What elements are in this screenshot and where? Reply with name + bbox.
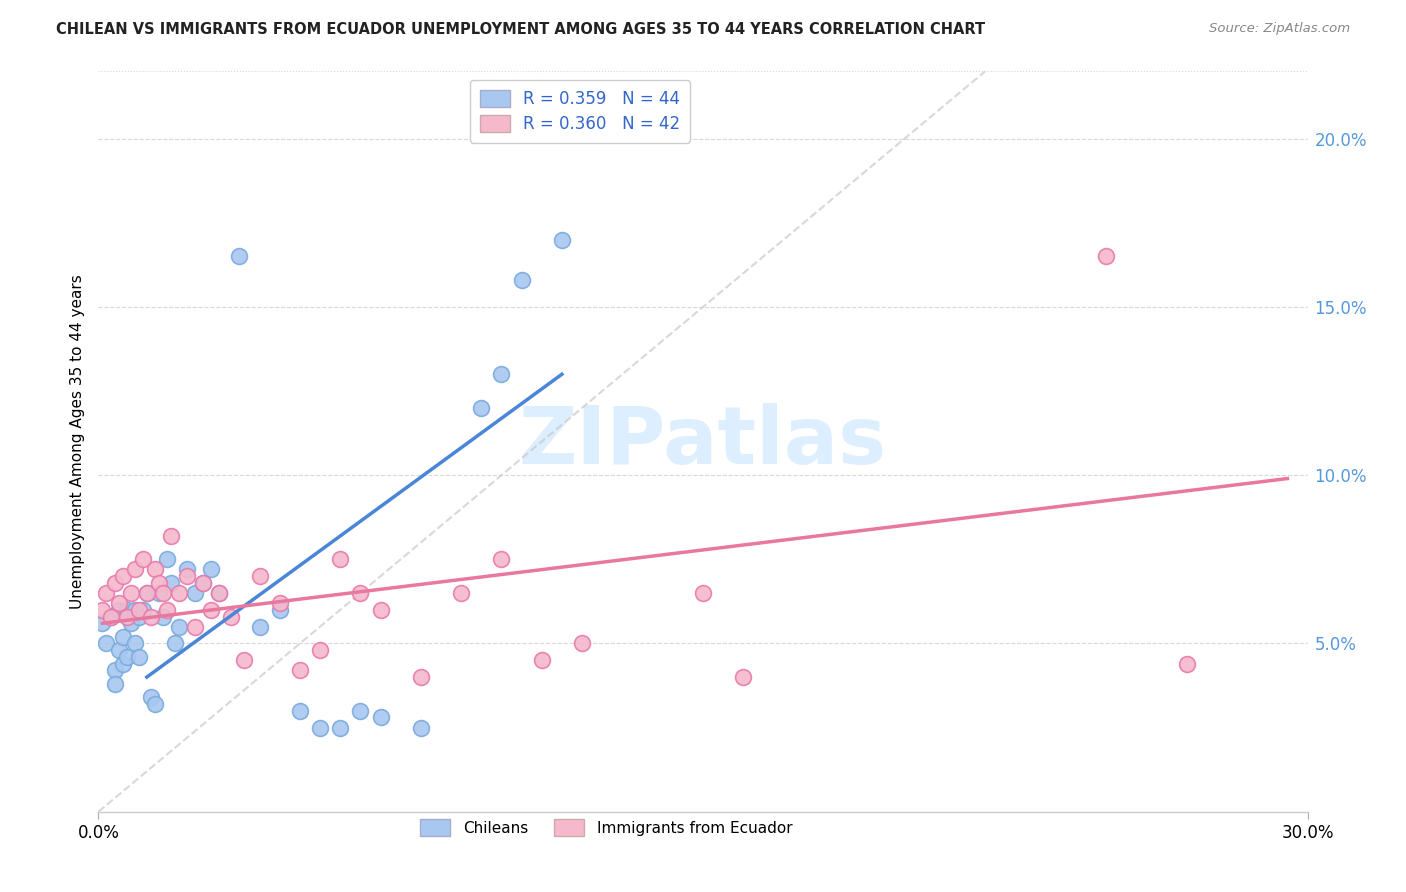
Point — [184, 586, 207, 600]
Point — [232, 653, 254, 667]
Point — [132, 552, 155, 566]
Point — [692, 586, 714, 600]
Point — [309, 643, 332, 657]
Point — [349, 586, 371, 600]
Point — [193, 575, 215, 590]
Point — [221, 609, 243, 624]
Point — [111, 569, 134, 583]
Point — [148, 586, 170, 600]
Point — [128, 609, 150, 624]
Point — [160, 529, 183, 543]
Point — [208, 586, 231, 600]
Point — [111, 630, 134, 644]
Point — [370, 603, 392, 617]
Point — [349, 704, 371, 718]
Point — [96, 636, 118, 650]
Point — [156, 552, 179, 566]
Point — [409, 670, 432, 684]
Point — [551, 233, 574, 247]
Point — [156, 603, 179, 617]
Point — [124, 562, 146, 576]
Point — [115, 649, 138, 664]
Point — [107, 643, 129, 657]
Point — [329, 721, 352, 735]
Point — [193, 575, 215, 590]
Point — [152, 609, 174, 624]
Text: CHILEAN VS IMMIGRANTS FROM ECUADOR UNEMPLOYMENT AMONG AGES 35 TO 44 YEARS CORREL: CHILEAN VS IMMIGRANTS FROM ECUADOR UNEMP… — [56, 22, 986, 37]
Point — [163, 636, 186, 650]
Point — [111, 657, 134, 671]
Point — [249, 619, 271, 633]
Point — [176, 569, 198, 583]
Point — [510, 273, 533, 287]
Point — [91, 603, 114, 617]
Point — [200, 562, 222, 576]
Point — [139, 609, 162, 624]
Point — [128, 603, 150, 617]
Point — [470, 401, 492, 415]
Point — [1095, 249, 1118, 264]
Point — [139, 690, 162, 705]
Point — [208, 586, 231, 600]
Point — [288, 704, 311, 718]
Point — [200, 603, 222, 617]
Point — [120, 586, 142, 600]
Y-axis label: Unemployment Among Ages 35 to 44 years: Unemployment Among Ages 35 to 44 years — [69, 274, 84, 609]
Point — [309, 721, 332, 735]
Point — [135, 586, 157, 600]
Point — [103, 677, 125, 691]
Point — [120, 616, 142, 631]
Point — [143, 562, 166, 576]
Point — [107, 603, 129, 617]
Point — [152, 586, 174, 600]
Point — [269, 596, 291, 610]
Point — [228, 249, 250, 264]
Point — [491, 552, 513, 566]
Legend: Chileans, Immigrants from Ecuador: Chileans, Immigrants from Ecuador — [412, 810, 801, 844]
Point — [100, 609, 122, 624]
Text: ZIPatlas: ZIPatlas — [519, 402, 887, 481]
Text: Source: ZipAtlas.com: Source: ZipAtlas.com — [1209, 22, 1350, 36]
Point — [124, 636, 146, 650]
Point — [1175, 657, 1198, 671]
Point — [530, 653, 553, 667]
Point — [370, 710, 392, 724]
Point — [96, 586, 118, 600]
Point — [450, 586, 472, 600]
Point — [128, 649, 150, 664]
Point — [571, 636, 593, 650]
Point — [329, 552, 352, 566]
Point — [184, 619, 207, 633]
Point — [132, 603, 155, 617]
Point — [115, 603, 138, 617]
Point — [288, 664, 311, 678]
Point — [491, 368, 513, 382]
Point — [103, 575, 125, 590]
Point — [103, 664, 125, 678]
Point — [100, 609, 122, 624]
Point — [176, 562, 198, 576]
Point — [91, 616, 114, 631]
Point — [143, 697, 166, 711]
Point — [148, 575, 170, 590]
Point — [115, 609, 138, 624]
Point — [167, 586, 190, 600]
Point — [135, 586, 157, 600]
Point — [409, 721, 432, 735]
Point — [160, 575, 183, 590]
Point — [124, 603, 146, 617]
Point — [249, 569, 271, 583]
Point — [733, 670, 755, 684]
Point — [269, 603, 291, 617]
Point — [167, 619, 190, 633]
Point — [107, 596, 129, 610]
